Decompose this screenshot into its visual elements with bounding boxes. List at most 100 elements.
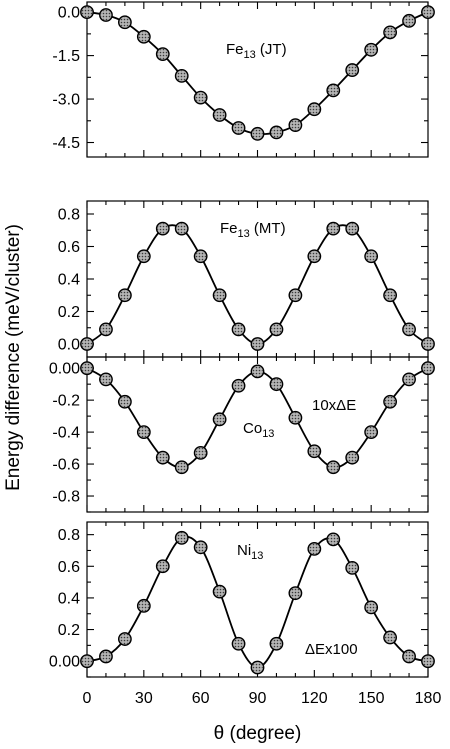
data-point-fill (327, 461, 339, 473)
data-point-fill (346, 64, 358, 76)
data-point-fill (157, 560, 169, 572)
y-tick-label: 0.0 (58, 5, 80, 22)
data-point-fill (233, 380, 244, 392)
panel-1: -4.5 -3.0 -1.5 0.0 Fe13 (JT) (52, 1, 435, 158)
y-tick-label: 0.6 (58, 559, 80, 576)
panel-4-frame (86, 521, 429, 678)
data-point-fill (214, 414, 225, 425)
panel-3: -0.8 -0.6 -0.4 -0.2 0.00 Co13 10xΔE (49, 356, 435, 513)
data-point-fill (271, 127, 282, 138)
y-tick-label: 0.8 (58, 527, 80, 544)
data-point-fill (81, 6, 93, 18)
data-point-fill (233, 122, 244, 134)
data-point-fill (309, 103, 320, 115)
data-point-fill (290, 412, 301, 424)
data-point-fill (176, 532, 188, 544)
y-tick-label: -0.6 (52, 457, 80, 474)
data-point-fill (119, 289, 131, 301)
data-point-fill (176, 461, 188, 473)
data-point-fill (138, 426, 150, 438)
data-point-fill (384, 289, 396, 301)
data-point-fill (119, 396, 131, 408)
data-point-fill (346, 452, 358, 463)
annotation: ΔEx100 (305, 641, 358, 658)
series-line (86, 367, 429, 469)
y-tick-label: -3.0 (52, 92, 80, 109)
data-point-fill (365, 44, 377, 56)
y-tick-label: -0.2 (52, 393, 80, 410)
y-tick-label: 0.4 (58, 272, 80, 289)
data-point-fill (252, 338, 263, 350)
data-point-fill (195, 92, 206, 103)
annotation: Co13 (243, 420, 274, 440)
x-tick-label: 180 (415, 690, 442, 707)
data-point-fill (157, 452, 169, 463)
panels: -4.5 -3.0 -1.5 0.0 Fe13 (JT) 0.0 0.2 0.4 0.6 0.8 F… (49, 1, 442, 707)
data-point-fill (100, 9, 112, 21)
data-point-fill (252, 128, 263, 140)
panel-4: 0.00 0.2 0.4 0.6 0.8 Ni13 ΔEx100 (49, 521, 435, 678)
data-point-fill (195, 542, 206, 553)
y-tick-label: 0.00 (49, 654, 80, 671)
y-tick-label: 0.2 (58, 304, 80, 321)
x-tick-label: 150 (358, 690, 385, 707)
x-tick-label: 90 (249, 690, 267, 707)
data-point-fill (384, 632, 396, 643)
data-point-fill (81, 338, 93, 350)
data-point-fill (365, 602, 377, 613)
data-point-fill (271, 324, 282, 335)
annotation: 10xΔE (312, 397, 356, 414)
data-point-fill (403, 651, 415, 662)
data-point-fill (100, 651, 112, 662)
data-point-fill (290, 289, 301, 301)
data-point-fill (327, 85, 339, 96)
x-tick-label: 30 (135, 690, 153, 707)
data-point-fill (271, 378, 282, 390)
y-tick-label: 0.00 (49, 361, 80, 378)
data-point-fill (100, 324, 112, 335)
data-point-fill (195, 447, 206, 459)
series-line (86, 11, 429, 136)
data-point-fill (214, 586, 225, 597)
data-point-fill (365, 426, 377, 438)
data-point-fill (176, 70, 188, 82)
data-point-fill (138, 31, 150, 43)
data-point-fill (138, 600, 150, 612)
data-point-fill (119, 16, 131, 28)
data-point-fill (290, 119, 301, 131)
y-tick-label: -1.5 (52, 48, 80, 65)
data-point-fill (422, 338, 434, 350)
y-tick-label: -0.4 (52, 425, 80, 442)
data-point-fill (252, 662, 263, 673)
data-point-fill (157, 223, 169, 234)
y-tick-label: -4.5 (52, 135, 80, 152)
data-point-fill (327, 223, 339, 234)
y-tick-label: 0.4 (58, 590, 80, 607)
x-tick-label: 0 (83, 690, 92, 707)
annotation: Fe13 (MT) (220, 220, 286, 240)
x-tick-label: 120 (301, 690, 328, 707)
data-point-fill (422, 655, 434, 667)
y-tick-label: 0.2 (58, 622, 80, 639)
y-tick-label: -0.8 (52, 489, 80, 506)
data-point-fill (100, 374, 112, 385)
data-point-fill (365, 250, 377, 262)
data-point-fill (346, 562, 358, 574)
data-point-fill (346, 223, 358, 234)
x-tick-label: 60 (192, 690, 210, 707)
panel-2: 0.0 0.2 0.4 0.6 0.8 Fe13 (MT) (58, 200, 435, 358)
data-point-fill (81, 655, 93, 667)
data-point-fill (138, 250, 150, 262)
y-tick-label: 0.0 (58, 337, 80, 354)
data-point-fill (214, 109, 225, 121)
annotation: Ni13 (237, 542, 263, 562)
data-point-fill (403, 324, 415, 335)
data-point-fill (81, 362, 93, 374)
data-point-fill (309, 445, 320, 457)
data-point-fill (422, 362, 434, 374)
data-point-fill (119, 633, 131, 645)
data-point-fill (214, 289, 225, 301)
series-line (86, 224, 429, 345)
data-point-fill (422, 6, 434, 18)
